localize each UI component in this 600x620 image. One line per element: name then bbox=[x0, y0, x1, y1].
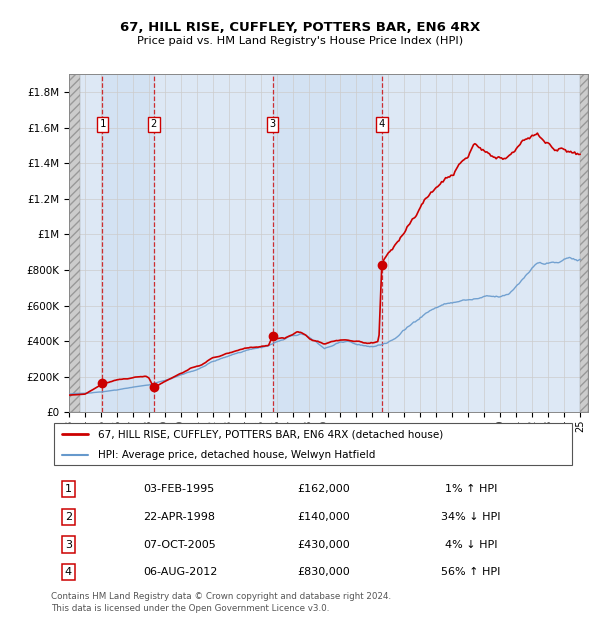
Text: 3: 3 bbox=[269, 119, 276, 129]
Text: 22-APR-1998: 22-APR-1998 bbox=[143, 512, 215, 522]
Text: £430,000: £430,000 bbox=[298, 539, 350, 549]
Text: 67, HILL RISE, CUFFLEY, POTTERS BAR, EN6 4RX: 67, HILL RISE, CUFFLEY, POTTERS BAR, EN6… bbox=[120, 22, 480, 34]
Text: 3: 3 bbox=[65, 539, 72, 549]
Text: 2: 2 bbox=[151, 119, 157, 129]
Text: 4: 4 bbox=[65, 567, 72, 577]
Text: £140,000: £140,000 bbox=[298, 512, 350, 522]
Text: Contains HM Land Registry data © Crown copyright and database right 2024.
This d: Contains HM Land Registry data © Crown c… bbox=[51, 592, 391, 613]
Text: 03-FEB-1995: 03-FEB-1995 bbox=[143, 484, 214, 494]
Text: 1: 1 bbox=[65, 484, 72, 494]
Text: 67, HILL RISE, CUFFLEY, POTTERS BAR, EN6 4RX (detached house): 67, HILL RISE, CUFFLEY, POTTERS BAR, EN6… bbox=[98, 429, 443, 439]
Text: Price paid vs. HM Land Registry's House Price Index (HPI): Price paid vs. HM Land Registry's House … bbox=[137, 36, 463, 46]
Text: £162,000: £162,000 bbox=[298, 484, 350, 494]
Text: 07-OCT-2005: 07-OCT-2005 bbox=[143, 539, 215, 549]
Text: 2: 2 bbox=[65, 512, 72, 522]
Text: 4% ↓ HPI: 4% ↓ HPI bbox=[445, 539, 497, 549]
Text: 1% ↑ HPI: 1% ↑ HPI bbox=[445, 484, 497, 494]
Text: 34% ↓ HPI: 34% ↓ HPI bbox=[441, 512, 501, 522]
FancyBboxPatch shape bbox=[53, 423, 572, 465]
Text: 06-AUG-2012: 06-AUG-2012 bbox=[143, 567, 217, 577]
Text: HPI: Average price, detached house, Welwyn Hatfield: HPI: Average price, detached house, Welw… bbox=[98, 450, 376, 460]
Text: £830,000: £830,000 bbox=[298, 567, 350, 577]
Bar bbox=[103, 74, 154, 412]
Bar bbox=[273, 74, 382, 412]
Text: 56% ↑ HPI: 56% ↑ HPI bbox=[442, 567, 500, 577]
Text: 4: 4 bbox=[379, 119, 385, 129]
Text: 1: 1 bbox=[99, 119, 106, 129]
